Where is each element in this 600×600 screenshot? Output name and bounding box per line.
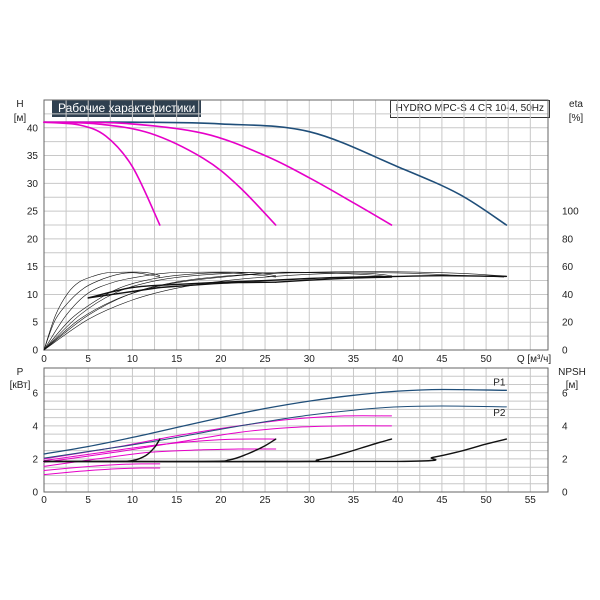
h-tick-label: 10 xyxy=(27,290,39,301)
npsh-axis-unit: [м] xyxy=(566,380,579,391)
eta-curve xyxy=(43,272,276,351)
q-bottom-tick-label: 0 xyxy=(41,495,47,506)
eta-tick-label: 80 xyxy=(562,234,574,245)
npsh-tick-label: 0 xyxy=(562,488,568,499)
head-curve-magenta xyxy=(43,121,161,226)
p2-series-label: P2 xyxy=(493,408,506,419)
q-bottom-tick-label: 10 xyxy=(127,495,139,506)
q-bottom-tick-label: 40 xyxy=(392,495,404,506)
power-curve-magenta xyxy=(43,425,392,463)
q-tick-label: 25 xyxy=(259,354,271,365)
head-curve-magenta xyxy=(43,121,393,226)
eta-tick-label: 100 xyxy=(562,207,579,218)
q-tick-label: 30 xyxy=(304,354,316,365)
h-tick-label: 15 xyxy=(27,262,39,273)
q-tick-label: 5 xyxy=(85,354,91,365)
eta-curve xyxy=(43,271,392,351)
head-curve-magenta xyxy=(43,121,277,226)
h-tick-label: 30 xyxy=(27,179,39,190)
top-grid xyxy=(43,99,548,351)
eta-segment-curve xyxy=(159,281,277,289)
eta-curve xyxy=(43,272,161,351)
top-plot-frame xyxy=(43,99,549,351)
eta-curve xyxy=(43,271,161,351)
eta-tick-label: 20 xyxy=(562,318,574,329)
chart-title: Рабочие характеристики xyxy=(52,100,202,117)
q-tick-label: 50 xyxy=(481,354,493,365)
p-tick-label: 0 xyxy=(32,488,38,499)
h-tick-label: 40 xyxy=(27,123,39,134)
h-tick-label: 25 xyxy=(27,207,39,218)
power-curve-magenta xyxy=(43,467,161,476)
q-tick-label: 35 xyxy=(348,354,360,365)
p-tick-label: 6 xyxy=(32,388,38,399)
q-bottom-tick-label: 50 xyxy=(481,495,493,506)
eta-curve xyxy=(43,271,276,351)
p-axis-unit: [кВт] xyxy=(10,380,31,391)
q-bottom-tick-label: 15 xyxy=(171,495,183,506)
h-tick-label: 0 xyxy=(32,346,38,357)
npsh-axis-label: NPSH xyxy=(558,367,586,378)
power-curve-magenta xyxy=(43,463,161,471)
p-axis-label: P xyxy=(17,367,24,378)
eta-curve xyxy=(43,272,505,351)
power-curve-magenta xyxy=(43,448,277,467)
p-tick-label: 4 xyxy=(32,421,38,432)
q-bottom-tick-label: 35 xyxy=(348,495,360,506)
eta-tick-label: 40 xyxy=(562,290,574,301)
npsh-tick-label: 6 xyxy=(562,388,568,399)
eta-tick-label: 0 xyxy=(562,346,568,357)
q-tick-label: 45 xyxy=(436,354,448,365)
power-curve-magenta xyxy=(43,438,277,462)
eta-curve xyxy=(43,272,392,351)
eta-axis-unit: [%] xyxy=(569,113,584,124)
q-tick-label: 15 xyxy=(171,354,183,365)
p2-power-curve xyxy=(43,405,507,459)
npsh-tick-label: 4 xyxy=(562,421,568,432)
q-bottom-tick-label: 30 xyxy=(304,495,316,506)
q-tick-label: 10 xyxy=(127,354,139,365)
p-tick-label: 2 xyxy=(32,454,38,465)
q-bottom-tick-label: 20 xyxy=(215,495,227,506)
q-tick-label: 0 xyxy=(41,354,47,365)
q-tick-label: 40 xyxy=(392,354,404,365)
eta-segment-curve xyxy=(87,286,161,299)
q-bottom-tick-label: 25 xyxy=(259,495,271,506)
npsh-tick-label: 2 xyxy=(562,454,568,465)
q-tick-label: 20 xyxy=(215,354,227,365)
h-axis-label: H xyxy=(16,99,23,110)
power-curve-magenta xyxy=(43,415,392,460)
p1-power-curve xyxy=(43,388,508,455)
eta-envelope-curve xyxy=(87,274,508,299)
head-curve-navy xyxy=(43,121,508,226)
bottom-plot-frame xyxy=(43,367,549,493)
q-bottom-tick-label: 55 xyxy=(525,495,537,506)
q-bottom-tick-label: 5 xyxy=(85,495,91,506)
p1-series-label: P1 xyxy=(493,377,506,388)
h-tick-label: 35 xyxy=(27,151,39,162)
h-axis-unit: [м] xyxy=(14,113,27,124)
bottom-grid xyxy=(43,367,548,493)
q-bottom-tick-label: 45 xyxy=(436,495,448,506)
h-tick-label: 20 xyxy=(27,234,39,245)
eta-tick-label: 60 xyxy=(562,262,574,273)
eta-segment-curve xyxy=(275,276,393,283)
npsh-curve xyxy=(43,438,508,463)
h-tick-label: 5 xyxy=(32,318,38,329)
q-axis-label: Q [м³/ч] xyxy=(517,354,552,365)
eta-curve xyxy=(43,271,507,351)
eta-axis-label: eta xyxy=(569,99,583,110)
